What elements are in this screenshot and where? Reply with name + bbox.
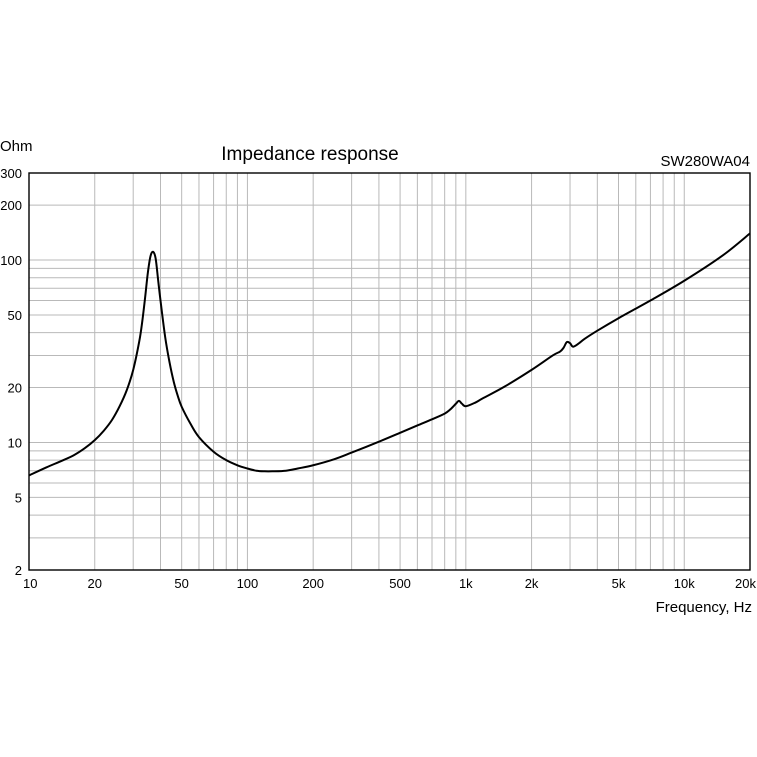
y-tick-label: 10	[8, 435, 22, 450]
x-tick-label: 1k	[459, 576, 473, 591]
y-tick-label: 5	[15, 490, 22, 505]
x-tick-label: 100	[237, 576, 259, 591]
x-tick-label: 2k	[525, 576, 539, 591]
y-tick-label: 2	[15, 563, 22, 578]
x-tick-label: 20k	[735, 576, 756, 591]
x-tick-label: 500	[389, 576, 411, 591]
x-tick-label: 20	[88, 576, 102, 591]
grid	[28, 172, 751, 571]
impedance-curve	[28, 232, 751, 477]
y-tick-label: 50	[8, 308, 22, 323]
impedance-curve-group	[28, 232, 751, 477]
x-tick-label: 5k	[612, 576, 626, 591]
plot-frame	[28, 172, 751, 571]
model-label: SW280WA04	[661, 153, 750, 170]
y-tick-label: 300	[0, 166, 22, 181]
x-tick-label: 10k	[674, 576, 695, 591]
x-tick-label: 200	[302, 576, 324, 591]
y-tick-label: 100	[0, 253, 22, 268]
x-tick-label: 10	[23, 576, 37, 591]
x-axis-label: Frequency, Hz	[656, 599, 752, 616]
y-tick-label: 200	[0, 198, 22, 213]
tick-labels: 10 20 50 100 200 500 1k 2k 5k 10k 20k 2 5 10 20 50 100 20…	[0, 166, 756, 591]
y-axis-label: Ohm	[0, 138, 33, 155]
x-tick-label: 50	[174, 576, 188, 591]
y-tick-label: 20	[8, 381, 22, 396]
chart-title: Impedance response	[221, 144, 398, 165]
